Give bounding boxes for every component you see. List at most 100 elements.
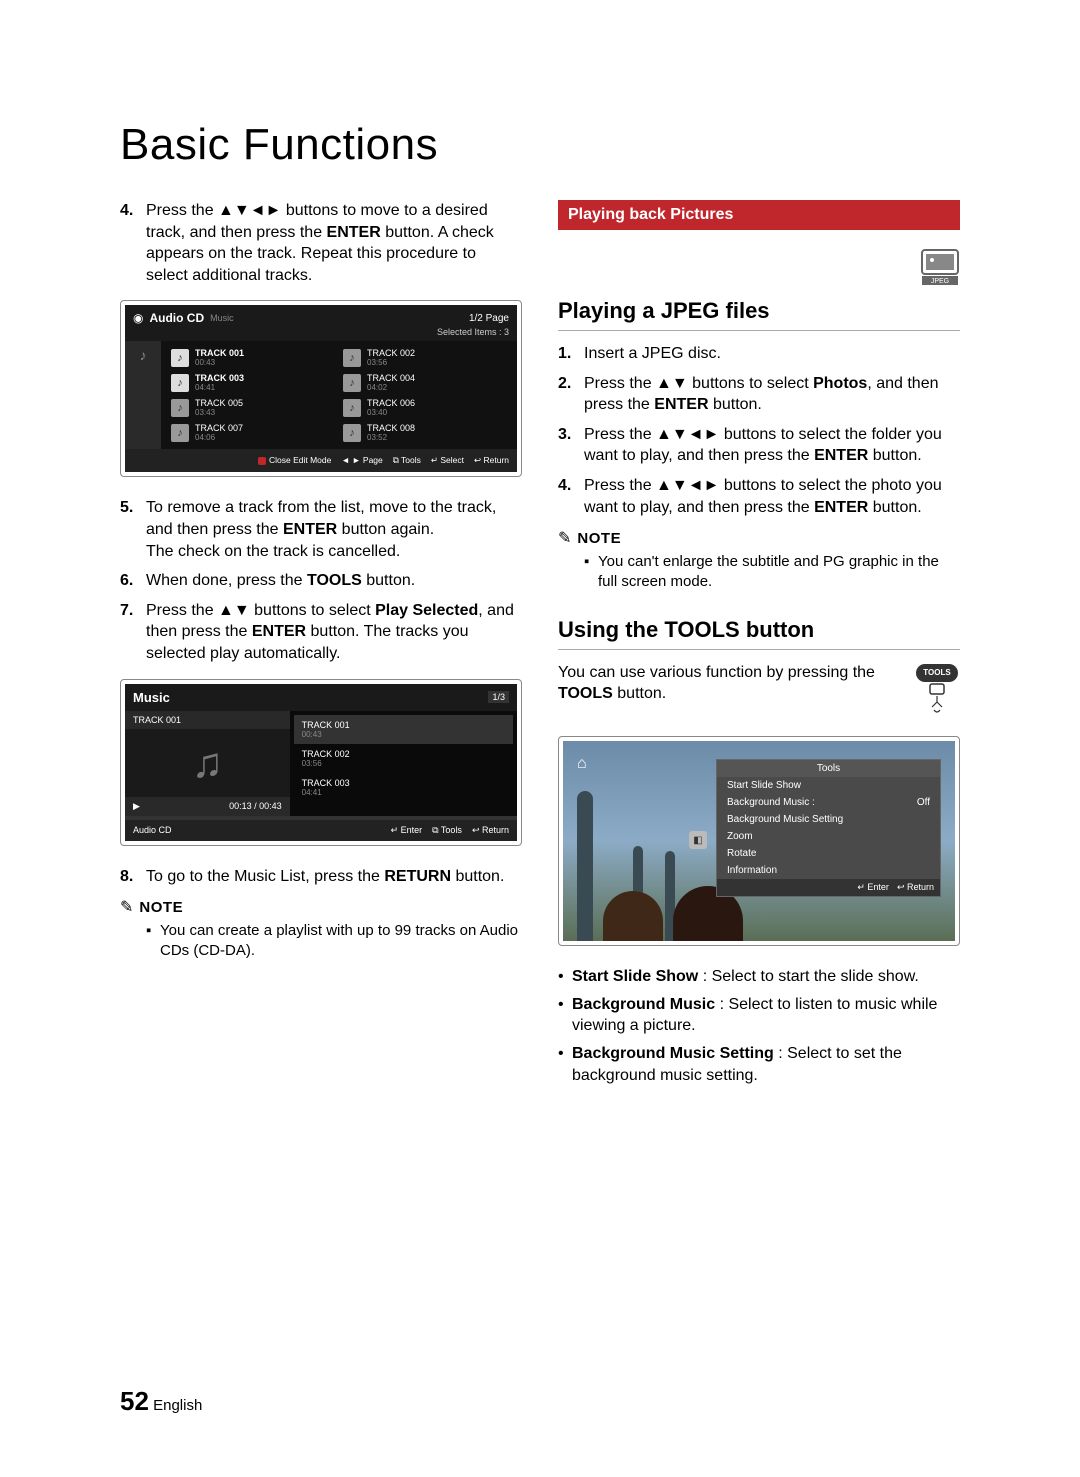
note-label: NOTE xyxy=(139,899,183,916)
page-number: 52 xyxy=(120,1386,149,1416)
track-cell: ♪TRACK 00304:41 xyxy=(167,370,339,395)
track-cell: ♪TRACK 00100:43 xyxy=(167,345,339,370)
foot-item: ◄ ► Page xyxy=(341,455,382,466)
r-note-label: NOTE xyxy=(577,530,621,547)
album-art-icon: ♫ xyxy=(125,729,290,797)
r-step-4: 4.Press the ▲▼◄► buttons to select the p… xyxy=(558,475,960,518)
enter-kw: ENTER xyxy=(252,623,306,640)
enter-kw: ENTER xyxy=(654,396,708,413)
note-heading: ✎ NOTE xyxy=(120,897,522,917)
home-icon: ⌂ xyxy=(577,755,587,773)
step-8: 8. To go to the Music List, press the RE… xyxy=(120,866,522,888)
track-cell: ♪TRACK 00404:02 xyxy=(339,370,511,395)
h2-tools: Using the TOOLS button xyxy=(558,617,960,650)
playlist-item: TRACK 00100:43 xyxy=(294,715,513,744)
step-5-text-c: The check on the track is cancelled. xyxy=(146,543,400,560)
r-note-heading: ✎ NOTE xyxy=(558,528,960,548)
tools-row: Information xyxy=(717,862,940,879)
music-player-screenshot: Music1/3 TRACK 001 ♫ ▶00:13 / 00:43 TRAC… xyxy=(120,679,522,846)
foot-item: Close Edit Mode xyxy=(258,455,331,466)
step-8-text-b: button. xyxy=(451,868,504,885)
step-6-text-a: When done, press the xyxy=(146,572,307,589)
shot1-subtitle: Music xyxy=(210,313,234,323)
track-cell: ♪TRACK 00503:43 xyxy=(167,395,339,420)
return-kw: RETURN xyxy=(384,868,451,885)
foot-item: ⧉ Tools xyxy=(432,825,462,836)
r-step-1: 1.Insert a JPEG disc. xyxy=(558,343,960,365)
tools-row: Rotate xyxy=(717,845,940,862)
tools-row: Start Slide Show xyxy=(717,777,940,794)
track-cell: ♪TRACK 00203:56 xyxy=(339,345,511,370)
track-cell: ♪TRACK 00803:52 xyxy=(339,420,511,445)
h2-playing-jpeg: Playing a JPEG files xyxy=(558,298,960,331)
tools-kw: TOOLS xyxy=(307,572,362,589)
page-footer: 52 English xyxy=(120,1386,202,1417)
shot1-page: 1/2 Page xyxy=(469,313,509,324)
step-4: 4. Press the ▲▼◄► buttons to move to a d… xyxy=(120,200,522,286)
foot-item: ↵ Select xyxy=(431,455,464,466)
b2a: Background Music xyxy=(572,996,715,1013)
foot-item: ↩ Return xyxy=(474,455,509,466)
audio-cd-screenshot: ◉ Audio CD Music 1/2 Page Selected Items… xyxy=(120,300,522,477)
bullet-2: •Background Music : Select to listen to … xyxy=(558,994,960,1037)
r-s4b: button. xyxy=(868,499,921,516)
enter-kw: ENTER xyxy=(283,521,337,538)
svg-text:JPEG: JPEG xyxy=(931,278,949,285)
bullet-3: •Background Music Setting : Select to se… xyxy=(558,1043,960,1086)
tools-screenshot: ⌂ ◧ Tools Start Slide ShowBackground Mus… xyxy=(558,736,960,946)
section-bar: Playing back Pictures xyxy=(558,200,960,230)
bullet-1: •Start Slide Show : Select to start the … xyxy=(558,966,960,988)
r-step-3: 3.Press the ▲▼◄► buttons to select the f… xyxy=(558,424,960,467)
tools-row: Background Music :Off xyxy=(717,794,940,811)
foot-item: ⧉ Tools xyxy=(393,455,421,466)
step-8-text-a: To go to the Music List, press the xyxy=(146,868,384,885)
shot1-title: Audio CD xyxy=(149,311,204,325)
shot1-selected: Selected Items : 3 xyxy=(125,327,517,341)
note-1: ▪You can create a playlist with up to 99… xyxy=(146,921,522,962)
note-icon: ✎ xyxy=(120,897,133,917)
r-step-1-text: Insert a JPEG disc. xyxy=(584,343,960,365)
r-note-1-text: You can't enlarge the subtitle and PG gr… xyxy=(598,552,960,593)
note-icon: ✎ xyxy=(558,528,571,548)
enter-kw: ENTER xyxy=(814,499,868,516)
r-s2a: Press the ▲▼ buttons to select xyxy=(584,375,813,392)
camera-icon: ◧ xyxy=(689,831,707,849)
jpeg-icon: JPEG xyxy=(920,248,960,286)
play-icon: ▶ xyxy=(133,801,140,812)
r-s3b: button. xyxy=(868,447,921,464)
page-title: Basic Functions xyxy=(120,120,960,170)
step-7-text-a: Press the ▲▼ buttons to select xyxy=(146,602,375,619)
play-selected-kw: Play Selected xyxy=(375,602,478,619)
photos-kw: Photos xyxy=(813,375,867,392)
tools-p1b: button. xyxy=(613,685,666,702)
footer-lang: English xyxy=(153,1397,202,1414)
foot-item: ↩ Return xyxy=(897,882,934,893)
r-note-1: ▪You can't enlarge the subtitle and PG g… xyxy=(584,552,960,593)
tools-p1a: You can use various function by pressing… xyxy=(558,664,875,681)
foot-item: ↵ Enter xyxy=(857,882,889,893)
enter-kw: ENTER xyxy=(327,224,381,241)
note-1-text: You can create a playlist with up to 99 … xyxy=(160,921,522,962)
tools-button-icon: TOOLS xyxy=(914,662,960,723)
step-6-text-b: button. xyxy=(362,572,415,589)
step-7: 7. Press the ▲▼ buttons to select Play S… xyxy=(120,600,522,665)
tools-kw: TOOLS xyxy=(558,685,613,702)
track-cell: ♪TRACK 00704:06 xyxy=(167,420,339,445)
tools-paragraph: TOOLS You can use various function by pr… xyxy=(558,662,960,723)
playlist-item: TRACK 00203:56 xyxy=(294,744,513,773)
right-column: Playing back Pictures JPEG Playing a JPE… xyxy=(558,200,960,1092)
now-playing-track: TRACK 001 xyxy=(125,711,290,729)
step-5: 5. To remove a track from the list, move… xyxy=(120,497,522,562)
disc-icon: ◉ xyxy=(133,311,143,325)
foot-item: ↩ Return xyxy=(472,825,509,836)
r-step-2: 2.Press the ▲▼ buttons to select Photos,… xyxy=(558,373,960,416)
enter-kw: ENTER xyxy=(814,447,868,464)
step-5-text-b: button again. xyxy=(337,521,434,538)
shot2-foot-l: Audio CD xyxy=(133,825,172,836)
svg-text:TOOLS: TOOLS xyxy=(923,668,951,677)
playlist-item: TRACK 00304:41 xyxy=(294,773,513,802)
tools-panel-title: Tools xyxy=(717,760,940,777)
tools-row: Zoom xyxy=(717,828,940,845)
time-display: 00:13 / 00:43 xyxy=(229,801,282,812)
b1b: : Select to start the slide show. xyxy=(698,968,919,985)
